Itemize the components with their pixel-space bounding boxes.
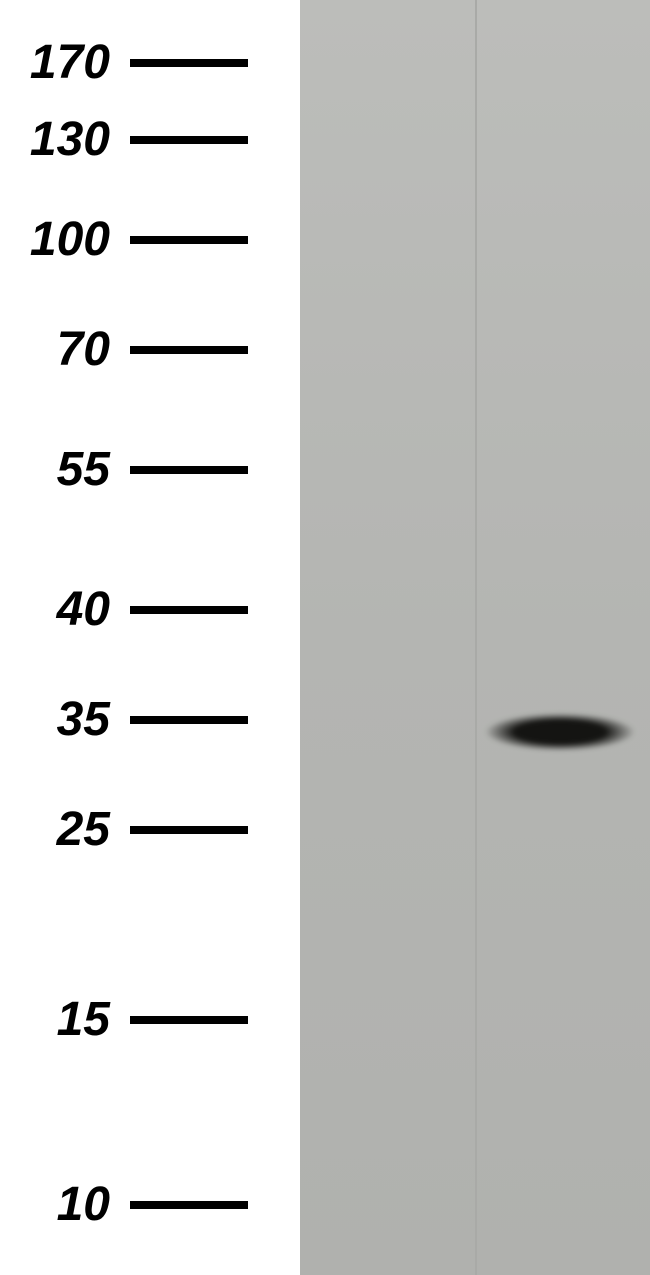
marker-label: 40 <box>0 586 130 634</box>
marker-row: 130 <box>0 116 300 164</box>
marker-tick <box>130 136 248 144</box>
marker-row: 35 <box>0 696 300 744</box>
marker-row: 10 <box>0 1181 300 1229</box>
marker-row: 15 <box>0 996 300 1044</box>
marker-tick <box>130 1016 248 1024</box>
marker-tick <box>130 466 248 474</box>
marker-row: 40 <box>0 586 300 634</box>
marker-tick <box>130 716 248 724</box>
western-blot-figure: 170 130 100 70 55 40 35 25 15 10 <box>0 0 650 1275</box>
marker-label: 15 <box>0 996 130 1044</box>
protein-band <box>485 713 635 751</box>
marker-tick <box>130 1201 248 1209</box>
molecular-weight-ladder: 170 130 100 70 55 40 35 25 15 10 <box>0 0 300 1275</box>
marker-label: 10 <box>0 1181 130 1229</box>
marker-tick <box>130 826 248 834</box>
marker-row: 170 <box>0 39 300 87</box>
marker-label: 25 <box>0 806 130 854</box>
marker-label: 130 <box>0 116 130 164</box>
marker-row: 55 <box>0 446 300 494</box>
marker-label: 35 <box>0 696 130 744</box>
marker-row: 100 <box>0 216 300 264</box>
marker-tick <box>130 59 248 67</box>
blot-membrane <box>300 0 650 1275</box>
marker-row: 70 <box>0 326 300 374</box>
marker-tick <box>130 606 248 614</box>
marker-row: 25 <box>0 806 300 854</box>
marker-tick <box>130 346 248 354</box>
marker-tick <box>130 236 248 244</box>
lane-divider <box>475 0 477 1275</box>
marker-label: 100 <box>0 216 130 264</box>
marker-label: 55 <box>0 446 130 494</box>
marker-label: 70 <box>0 326 130 374</box>
marker-label: 170 <box>0 39 130 87</box>
